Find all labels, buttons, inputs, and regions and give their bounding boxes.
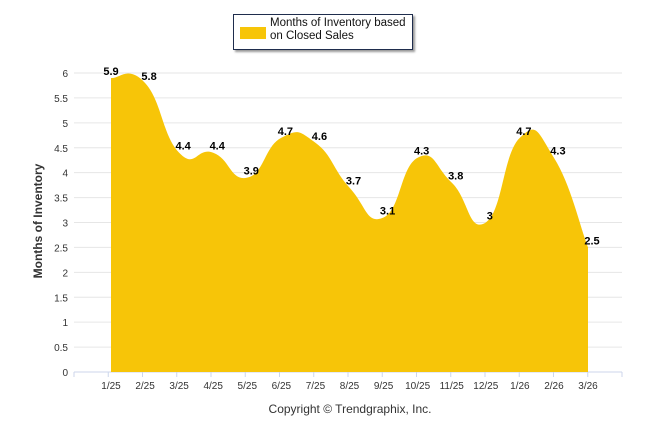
x-tick-label: 4/25	[203, 381, 223, 392]
data-label: 3.9	[244, 166, 259, 178]
y-tick-label: 4.5	[54, 144, 68, 155]
y-tick-label: 5	[62, 119, 68, 130]
y-tick-label: 3.5	[54, 194, 68, 205]
y-tick-label: 0	[62, 368, 68, 379]
data-label: 3.8	[448, 171, 463, 183]
y-tick-label: 5.5	[54, 94, 68, 105]
data-label: 3.1	[380, 206, 395, 218]
copyright: Copyright © Trendgraphix, Inc.	[268, 402, 432, 416]
data-label: 3.7	[346, 176, 361, 188]
data-label: 4.4	[210, 141, 226, 153]
x-tick-label: 6/25	[272, 381, 292, 392]
legend-label-line2: on Closed Sales	[270, 30, 354, 42]
y-tick-label: 0.5	[54, 343, 68, 354]
x-tick-label: 9/25	[374, 381, 394, 392]
data-label: 3	[487, 211, 493, 223]
data-label: 4.3	[550, 146, 565, 158]
data-label: 4.7	[278, 126, 293, 138]
y-tick-label: 6	[62, 69, 68, 80]
x-tick-label: 2/26	[544, 381, 564, 392]
x-tick-label: 3/25	[169, 381, 189, 392]
y-axis-title: Months of Inventory	[31, 163, 45, 279]
y-tick-label: 4	[62, 169, 68, 180]
x-tick-label: 10/25	[405, 381, 430, 392]
data-label: 4.7	[516, 126, 531, 138]
y-tick-label: 1.5	[54, 293, 68, 304]
legend: Months of Inventory based on Closed Sales	[233, 14, 413, 50]
legend-label-line1: Months of Inventory based	[270, 17, 406, 29]
data-label: 2.5	[584, 235, 599, 247]
x-tick-label: 3/26	[578, 381, 598, 392]
data-label: 5.9	[103, 66, 118, 78]
x-tick-label: 8/25	[340, 381, 360, 392]
data-label: 4.4	[175, 141, 191, 153]
data-label: 4.6	[312, 131, 327, 143]
data-label: 4.3	[414, 146, 429, 158]
area-series	[111, 73, 588, 373]
x-tick-label: 2/25	[135, 381, 155, 392]
x-tick-label: 7/25	[306, 381, 326, 392]
y-tick-label: 2	[62, 268, 68, 279]
y-tick-label: 2.5	[54, 243, 68, 254]
legend-label: Months of Inventory based on Closed Sales	[270, 17, 406, 43]
x-tick-label: 11/25	[440, 381, 465, 392]
y-tick-label: 3	[62, 219, 68, 230]
x-tick-label: 12/25	[473, 381, 498, 392]
x-tick-label: 1/26	[510, 381, 530, 392]
x-tick-label: 1/25	[101, 381, 121, 392]
data-label: 5.8	[141, 71, 156, 83]
y-tick-label: 1	[62, 318, 68, 329]
x-tick-label: 5/25	[238, 381, 258, 392]
legend-swatch	[240, 27, 266, 39]
